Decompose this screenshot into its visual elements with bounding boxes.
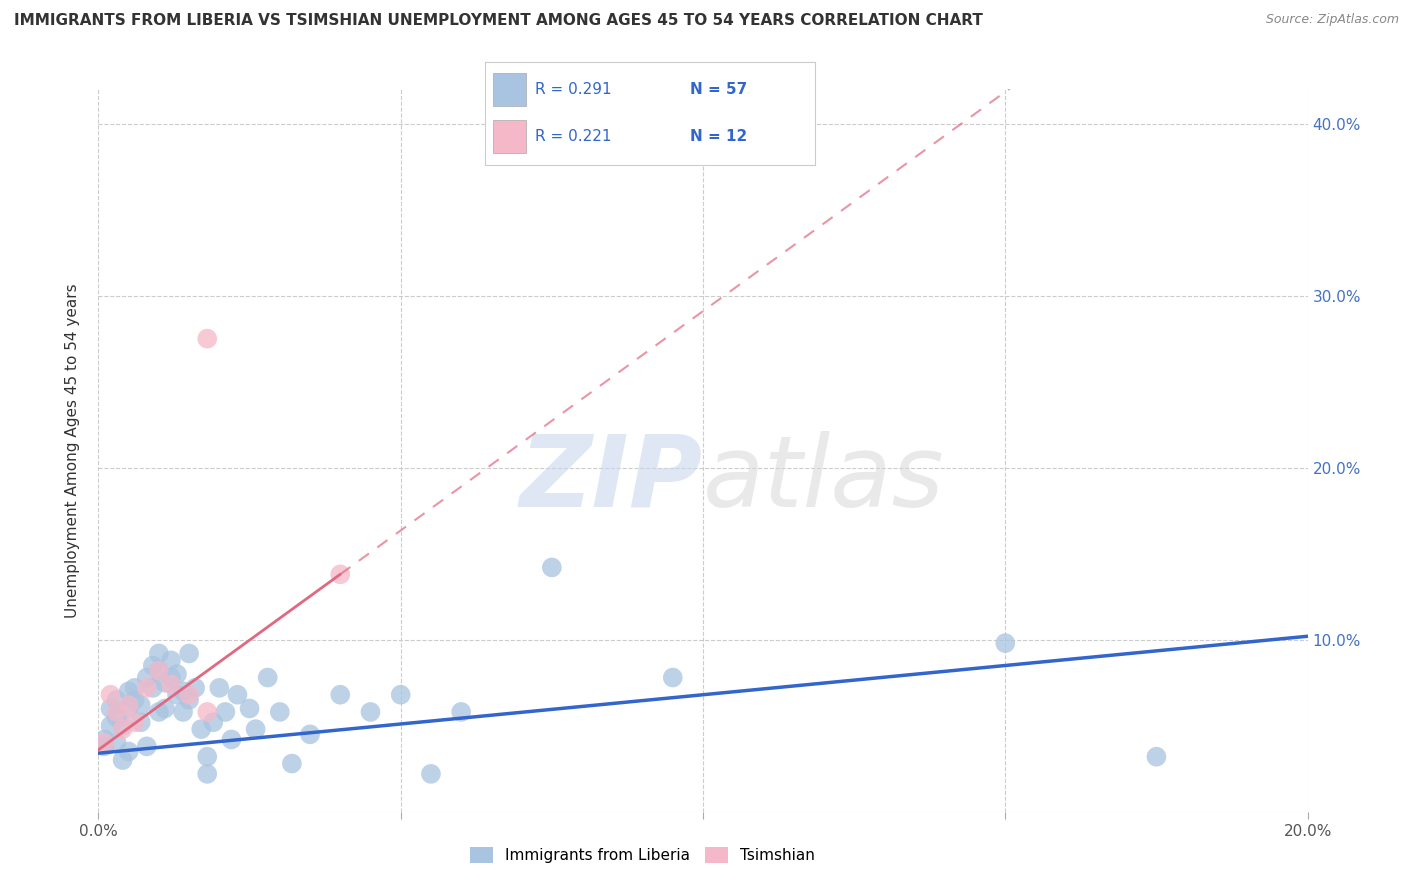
Point <box>124 715 146 730</box>
Y-axis label: Unemployment Among Ages 45 to 54 years: Unemployment Among Ages 45 to 54 years <box>65 283 80 618</box>
Point <box>160 653 183 667</box>
Point <box>420 767 443 781</box>
Point <box>105 736 128 750</box>
Point <box>172 705 194 719</box>
Point <box>195 749 218 764</box>
Point <box>1144 749 1167 764</box>
Point <box>179 688 201 702</box>
Point <box>153 675 176 690</box>
Point <box>389 688 412 702</box>
Point <box>221 732 243 747</box>
Point <box>239 701 262 715</box>
Point <box>124 693 146 707</box>
Legend: Immigrants from Liberia, Tsimshian: Immigrants from Liberia, Tsimshian <box>464 841 821 869</box>
Point <box>148 664 170 678</box>
Point <box>93 736 115 750</box>
Point <box>111 719 134 733</box>
Point <box>118 701 141 715</box>
Point <box>124 681 146 695</box>
Text: Source: ZipAtlas.com: Source: ZipAtlas.com <box>1265 13 1399 27</box>
Point <box>142 681 165 695</box>
Point <box>661 671 683 685</box>
Point <box>179 693 201 707</box>
Text: N = 12: N = 12 <box>690 128 747 144</box>
Point <box>540 560 562 574</box>
Point <box>135 681 157 695</box>
Point <box>226 688 249 702</box>
Point <box>135 671 157 685</box>
Point <box>105 693 128 707</box>
Point <box>129 698 152 712</box>
Point <box>994 636 1017 650</box>
Text: R = 0.291: R = 0.291 <box>534 81 612 96</box>
Point <box>160 671 183 685</box>
Text: IMMIGRANTS FROM LIBERIA VS TSIMSHIAN UNEMPLOYMENT AMONG AGES 45 TO 54 YEARS CORR: IMMIGRANTS FROM LIBERIA VS TSIMSHIAN UNE… <box>14 13 983 29</box>
Point <box>360 705 382 719</box>
Point <box>100 701 122 715</box>
Text: N = 57: N = 57 <box>690 81 747 96</box>
Point <box>93 739 115 754</box>
Point <box>111 722 134 736</box>
Text: ZIP: ZIP <box>520 431 703 528</box>
Point <box>118 684 141 698</box>
Point <box>100 688 122 702</box>
Bar <box>494 120 526 153</box>
Point <box>245 722 267 736</box>
Point <box>118 744 141 758</box>
Point <box>111 753 134 767</box>
Point <box>195 767 218 781</box>
Point <box>202 715 225 730</box>
Point <box>153 701 176 715</box>
Point <box>142 658 165 673</box>
Point <box>148 705 170 719</box>
Point <box>166 688 188 702</box>
Point <box>148 647 170 661</box>
Point <box>93 732 115 747</box>
Point <box>118 698 141 712</box>
Point <box>281 756 304 771</box>
Text: atlas: atlas <box>703 431 945 528</box>
Point <box>160 677 183 691</box>
Point <box>105 710 128 724</box>
Point <box>179 647 201 661</box>
Point <box>135 739 157 754</box>
Point <box>105 705 128 719</box>
Point <box>214 705 236 719</box>
Point <box>100 719 122 733</box>
Point <box>129 715 152 730</box>
Bar <box>494 73 526 105</box>
Point <box>256 671 278 685</box>
Point <box>184 681 207 695</box>
Point <box>269 705 291 719</box>
Point <box>329 567 352 582</box>
Point <box>172 684 194 698</box>
Point <box>450 705 472 719</box>
Point <box>329 688 352 702</box>
Point <box>208 681 231 695</box>
Point <box>299 727 322 741</box>
Point <box>148 664 170 678</box>
Point <box>195 332 218 346</box>
Point <box>195 705 218 719</box>
Point <box>166 667 188 681</box>
Text: R = 0.221: R = 0.221 <box>534 128 612 144</box>
Point <box>190 722 212 736</box>
